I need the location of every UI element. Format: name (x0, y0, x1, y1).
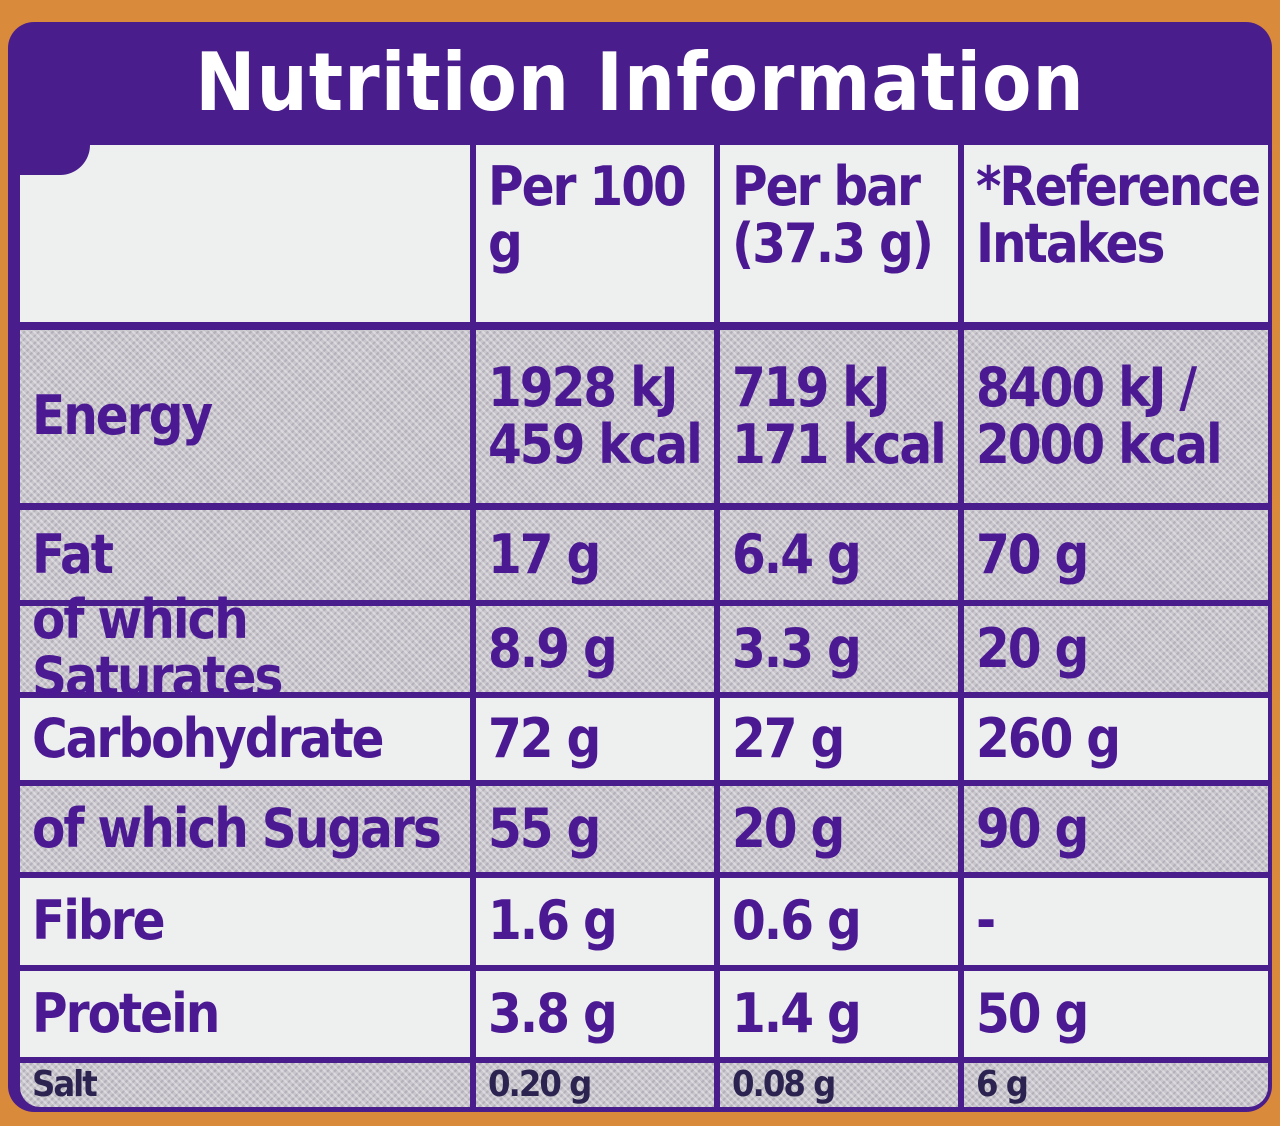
nutrient-value-per100: 8.9 g (476, 606, 714, 692)
nutrient-name: Salt (20, 1063, 470, 1107)
table-row: of which Saturates 8.9 g 3.3 g 20 g (20, 591, 1268, 705)
nutrient-value-ri: 50 g (964, 971, 1268, 1057)
header-reference-intakes: *Reference Intakes (964, 145, 1268, 322)
table-row: Protein 3.8 g 1.4 g 50 g (20, 971, 1268, 1057)
nutrient-value-ri: 260 g (964, 698, 1268, 780)
nutrient-name: Protein (20, 971, 470, 1057)
nutrient-value-per100: 72 g (476, 698, 714, 780)
table-row: Energy 1928 kJ 459 kcal 719 kJ 171 kcal 840… (20, 330, 1268, 503)
header-row: Per 100 g Per bar (37.3 g) *Reference In… (20, 145, 1268, 322)
nutrient-name: Fibre (20, 878, 470, 965)
nutrient-value-perbar: 0.08 g (720, 1063, 958, 1107)
nutrient-value-perbar: 719 kJ 171 kcal (720, 330, 958, 503)
header-empty (20, 145, 470, 322)
nutrient-value-perbar: 1.4 g (720, 971, 958, 1057)
nutrient-name: of which Sugars (20, 786, 470, 872)
nutrient-value-perbar: 3.3 g (720, 606, 958, 692)
nutrient-name: Fat (20, 510, 470, 600)
header-per-bar: Per bar (37.3 g) (720, 145, 958, 322)
nutrient-name: Energy (20, 330, 470, 503)
nutrient-value-ri: 20 g (964, 606, 1268, 692)
header-per-100g: Per 100 g (476, 145, 714, 322)
table-row: Fat 17 g 6.4 g 70 g (20, 510, 1268, 600)
label-title: Nutrition Information (195, 36, 1085, 129)
nutrient-value-ri: 70 g (964, 510, 1268, 600)
nutrient-value-ri: - (964, 878, 1268, 965)
nutrient-value-per100: 3.8 g (476, 971, 714, 1057)
nutrient-value-perbar: 0.6 g (720, 878, 958, 965)
nutrient-value-perbar: 27 g (720, 698, 958, 780)
nutrient-value-per100: 17 g (476, 510, 714, 600)
nutrient-value-per100: 1.6 g (476, 878, 714, 965)
nutrient-value-ri: 6 g (964, 1063, 1268, 1107)
nutrient-value-per100: 1928 kJ 459 kcal (476, 330, 714, 503)
nutrient-name: of which Saturates (20, 591, 470, 705)
nutrient-value-perbar: 20 g (720, 786, 958, 872)
nutrient-value-ri: 90 g (964, 786, 1268, 872)
nutrient-name: Carbohydrate (20, 698, 470, 780)
table-row: of which Sugars 55 g 20 g 90 g (20, 786, 1268, 872)
nutrition-table: Per 100 g Per bar (37.3 g) *Reference In… (20, 145, 1268, 1107)
nutrient-value-perbar: 6.4 g (720, 510, 958, 600)
nutrient-value-per100: 55 g (476, 786, 714, 872)
table-row: Fibre 1.6 g 0.6 g- (20, 878, 1268, 965)
table-row: Carbohydrate 72 g 27 g 260 g (20, 698, 1268, 780)
nutrient-value-ri: 8400 kJ / 2000 kcal (964, 330, 1268, 503)
nutrient-value-per100: 0.20 g (476, 1063, 714, 1107)
